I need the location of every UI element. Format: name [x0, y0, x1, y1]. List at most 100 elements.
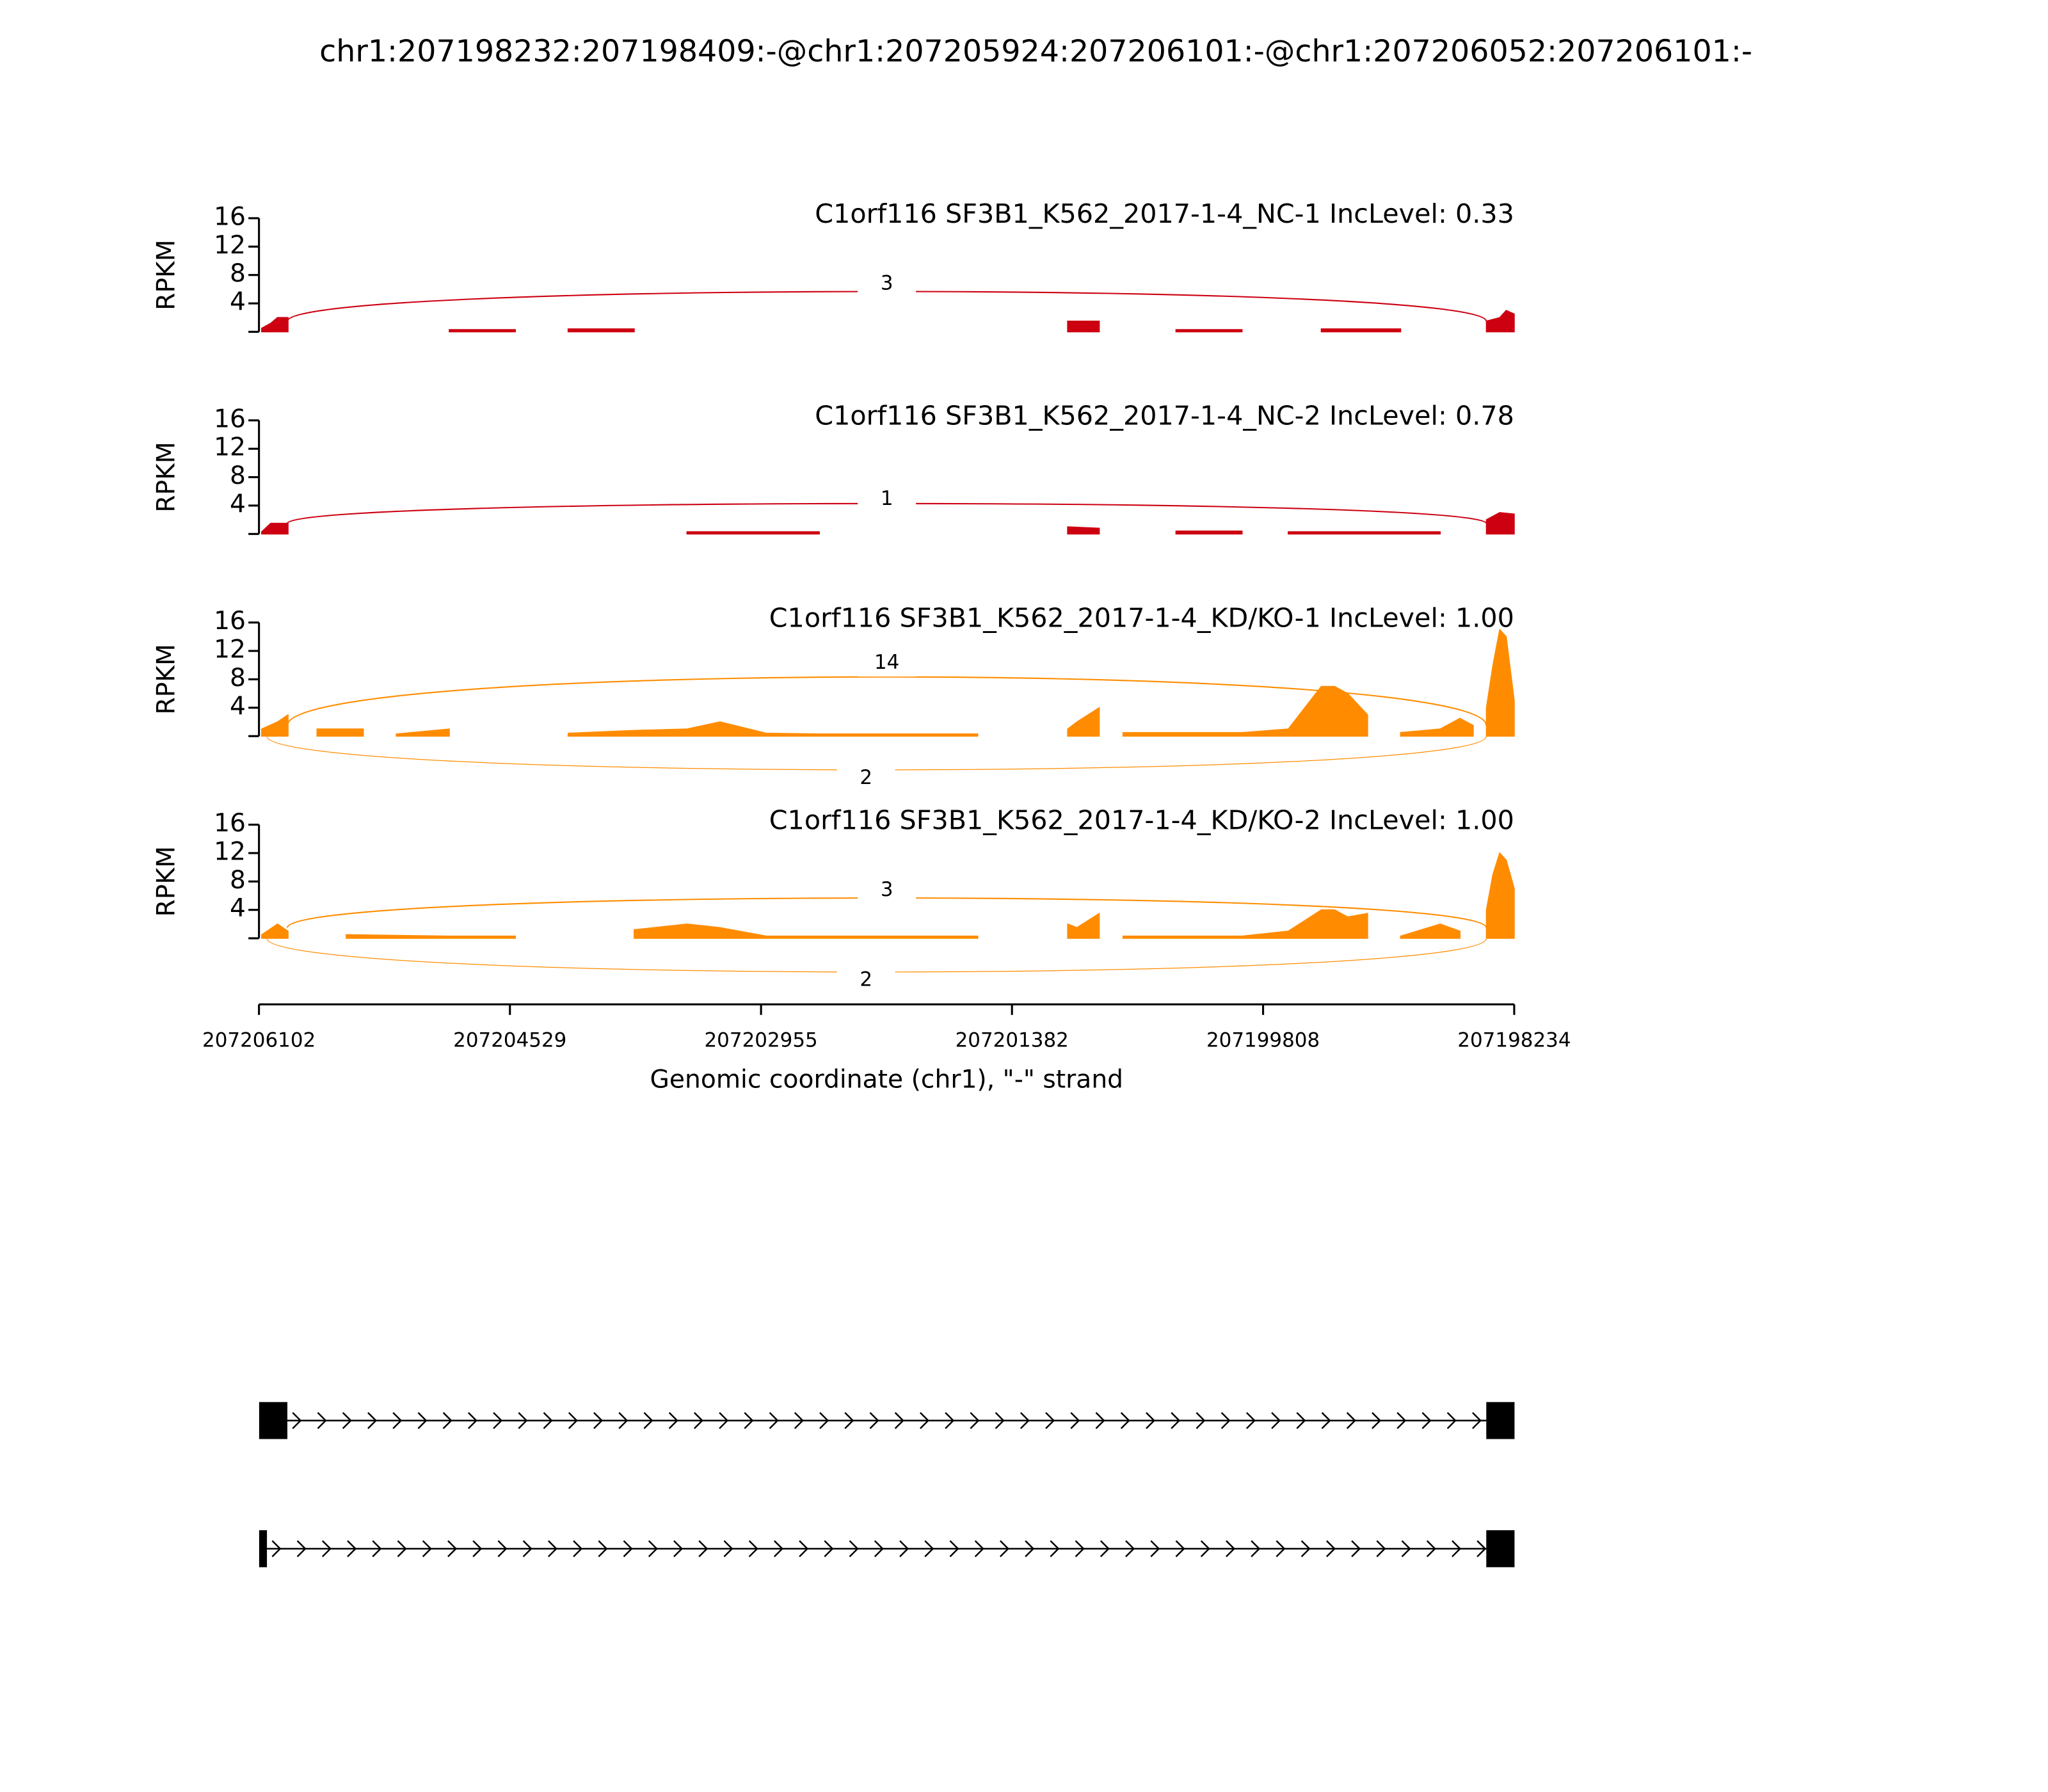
strand-chevron — [1025, 1540, 1035, 1558]
strand-chevron — [924, 1540, 934, 1558]
y-tick-label: 12 — [214, 231, 246, 260]
strand-chevron — [372, 1540, 382, 1558]
strand-chevron — [1271, 1412, 1281, 1429]
strand-chevron — [568, 1412, 578, 1429]
x-tick-label: 207199808 — [1206, 1029, 1320, 1052]
strand-chevron — [1171, 1412, 1181, 1429]
strand-chevron — [949, 1540, 959, 1558]
strand-chevron — [1251, 1540, 1261, 1558]
strand-chevron — [1200, 1540, 1210, 1558]
panel-title: C1orf116 SF3B1_K562_2017-1-4_NC-2 IncLev… — [815, 401, 1514, 431]
strand-chevron — [1351, 1540, 1361, 1558]
y-tick-label: 4 — [230, 692, 246, 721]
coverage-area — [261, 852, 1515, 939]
strand-chevron — [292, 1412, 302, 1429]
y-tick-label: 4 — [230, 490, 246, 518]
junction-label-bg — [858, 650, 916, 677]
strand-chevron — [347, 1540, 357, 1558]
strand-chevron — [648, 1540, 658, 1558]
strand-chevron — [1220, 1412, 1231, 1429]
strand-chevron — [1175, 1540, 1185, 1558]
strand-chevron — [497, 1540, 508, 1558]
strand-chevron — [442, 1412, 452, 1429]
strand-chevron — [719, 1412, 729, 1429]
strand-chevron — [995, 1412, 1005, 1429]
strand-chevron — [1045, 1412, 1055, 1429]
y-axis-label: RPKM — [152, 239, 181, 310]
strand-chevron — [1446, 1412, 1457, 1429]
strand-chevron — [748, 1540, 758, 1558]
strand-chevron — [1226, 1540, 1236, 1558]
strand-chevron — [920, 1412, 930, 1429]
y-tick-label: 4 — [230, 288, 246, 317]
strand-chevron — [1325, 1540, 1336, 1558]
strand-chevron — [573, 1540, 583, 1558]
strand-chevron — [698, 1540, 708, 1558]
strand-chevron — [774, 1540, 784, 1558]
strand-chevron — [1396, 1412, 1407, 1429]
exon — [1486, 1530, 1515, 1567]
strand-chevron — [271, 1540, 282, 1558]
junction-label: 2 — [860, 968, 872, 991]
strand-chevron — [472, 1540, 483, 1558]
strand-chevron — [1426, 1540, 1436, 1558]
strand-chevron — [547, 1540, 557, 1558]
strand-chevron — [1452, 1540, 1462, 1558]
strand-chevron — [522, 1540, 532, 1558]
strand-chevron — [1376, 1540, 1386, 1558]
strand-chevron — [1245, 1412, 1256, 1429]
strand-chevron — [1196, 1412, 1206, 1429]
strand-chevron — [1300, 1540, 1311, 1558]
strand-chevron — [1120, 1412, 1130, 1429]
strand-chevron — [623, 1540, 633, 1558]
strand-chevron — [824, 1540, 834, 1558]
strand-chevron — [769, 1412, 779, 1429]
strand-chevron — [422, 1540, 432, 1558]
strand-chevron — [1296, 1412, 1306, 1429]
strand-chevron — [673, 1540, 684, 1558]
strand-chevron — [794, 1412, 804, 1429]
strand-chevron — [744, 1412, 754, 1429]
strand-chevron — [342, 1412, 352, 1429]
strand-chevron — [467, 1412, 477, 1429]
exon — [1486, 1402, 1515, 1439]
strand-chevron — [543, 1412, 553, 1429]
y-axis-label: RPKM — [152, 846, 181, 916]
x-tick-label: 207198234 — [1457, 1029, 1571, 1052]
strand-chevron — [694, 1412, 704, 1429]
y-axis-label: RPKM — [152, 442, 181, 512]
junction-label-bg — [858, 271, 916, 298]
strand-chevron — [643, 1412, 653, 1429]
strand-chevron — [397, 1540, 407, 1558]
x-tick-label: 207201382 — [956, 1029, 1069, 1052]
exon — [259, 1402, 288, 1439]
junction-label-bg — [836, 967, 895, 994]
junction-label: 3 — [881, 272, 893, 295]
panel-title: C1orf116 SF3B1_K562_2017-1-4_NC-1 IncLev… — [815, 198, 1514, 229]
junction-label-bg — [836, 765, 895, 792]
strand-chevron — [723, 1540, 733, 1558]
strand-chevron — [819, 1412, 829, 1429]
strand-chevron — [1276, 1540, 1286, 1558]
y-tick-label: 16 — [214, 809, 246, 838]
y-tick-label: 16 — [214, 404, 246, 433]
y-tick-label: 8 — [230, 664, 246, 692]
strand-chevron — [894, 1412, 904, 1429]
strand-chevron — [970, 1412, 980, 1429]
main-title: chr1:207198232:207198409:-@chr1:20720592… — [319, 34, 1752, 69]
strand-chevron — [668, 1412, 678, 1429]
strand-chevron — [1050, 1540, 1060, 1558]
junction-label: 1 — [881, 487, 893, 510]
strand-chevron — [869, 1412, 879, 1429]
strand-chevron — [392, 1412, 403, 1429]
strand-chevron — [598, 1540, 608, 1558]
panel-title: C1orf116 SF3B1_K562_2017-1-4_KD/KO-1 Inc… — [769, 603, 1514, 634]
y-tick-label: 12 — [214, 433, 246, 462]
y-tick-label: 12 — [214, 636, 246, 664]
strand-chevron — [1125, 1540, 1135, 1558]
junction-label: 14 — [874, 651, 899, 674]
x-tick-label: 207204529 — [453, 1029, 566, 1052]
x-tick-label: 207206102 — [202, 1029, 316, 1052]
